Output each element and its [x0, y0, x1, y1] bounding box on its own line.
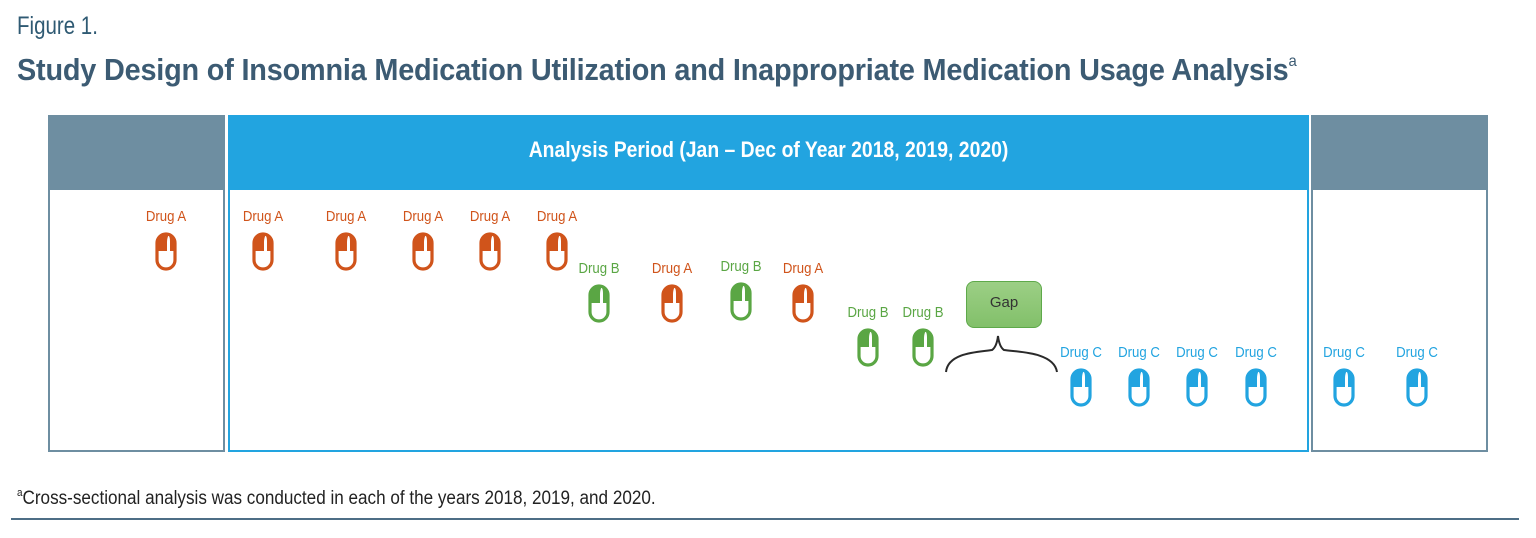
footnote-marker: a [17, 487, 23, 499]
drug-marker-drug-a: Drug A [637, 260, 707, 323]
capsule-icon [455, 232, 525, 271]
capsule-icon [388, 232, 458, 271]
drug-marker-drug-c: Drug C [1046, 344, 1116, 407]
drug-label: Drug A [402, 208, 444, 225]
capsule-icon [522, 232, 592, 271]
footnote: aCross-sectional analysis was conducted … [17, 487, 656, 510]
pre-period-panel [48, 115, 225, 452]
drug-marker-drug-a: Drug A [455, 208, 525, 271]
drug-marker-drug-a: Drug A [388, 208, 458, 271]
capsule-icon [1382, 368, 1452, 407]
drug-marker-drug-a: Drug A [228, 208, 298, 271]
drug-marker-drug-a: Drug A [522, 208, 592, 271]
drug-label: Drug A [782, 260, 824, 277]
drug-label: Drug C [1396, 344, 1438, 361]
capsule-icon [1221, 368, 1291, 407]
capsule-icon [311, 232, 381, 271]
figure-title-text: Study Design of Insomnia Medication Util… [17, 52, 1289, 87]
drug-label: Drug A [651, 260, 693, 277]
capsule-icon [706, 282, 776, 321]
drug-label: Drug A [536, 208, 578, 225]
capsule-icon [1162, 368, 1232, 407]
drug-label: Drug C [1118, 344, 1160, 361]
bottom-rule [11, 518, 1519, 520]
drug-label: Drug A [242, 208, 284, 225]
drug-marker-drug-a: Drug A [311, 208, 381, 271]
drug-marker-drug-c: Drug C [1104, 344, 1174, 407]
curly-brace-icon [945, 335, 1058, 373]
gap-label: Gap [989, 294, 1019, 311]
capsule-icon [888, 328, 958, 367]
drug-label: Drug B [847, 304, 889, 321]
drug-marker-drug-b: Drug B [706, 258, 776, 321]
drug-marker-drug-c: Drug C [1382, 344, 1452, 407]
capsule-icon [637, 284, 707, 323]
analysis-period-header: Analysis Period (Jan – Dec of Year 2018,… [228, 115, 1309, 190]
drug-marker-drug-b: Drug B [833, 304, 903, 367]
drug-label: Drug B [902, 304, 944, 321]
drug-label: Drug B [578, 260, 620, 277]
drug-label: Drug C [1235, 344, 1277, 361]
drug-marker-drug-b: Drug B [888, 304, 958, 367]
capsule-icon [1046, 368, 1116, 407]
post-period-header [1311, 115, 1488, 190]
capsule-icon [131, 232, 201, 271]
drug-label: Drug A [469, 208, 511, 225]
drug-label: Drug A [325, 208, 367, 225]
figure-title: Study Design of Insomnia Medication Util… [17, 52, 1297, 88]
drug-marker-drug-c: Drug C [1309, 344, 1379, 407]
drug-label: Drug C [1060, 344, 1102, 361]
capsule-icon [833, 328, 903, 367]
gap-box: Gap [966, 281, 1042, 328]
capsule-icon [1309, 368, 1379, 407]
analysis-period-title: Analysis Period (Jan – Dec of Year 2018,… [528, 136, 1009, 162]
figure-label: Figure 1. [17, 12, 98, 40]
drug-label: Drug C [1176, 344, 1218, 361]
drug-label: Drug B [720, 258, 762, 275]
drug-label: Drug C [1323, 344, 1365, 361]
pre-period-header [48, 115, 225, 190]
capsule-icon [564, 284, 634, 323]
capsule-icon [768, 284, 838, 323]
drug-marker-drug-b: Drug B [564, 260, 634, 323]
capsule-icon [1104, 368, 1174, 407]
analysis-period-panel: Analysis Period (Jan – Dec of Year 2018,… [228, 115, 1309, 452]
drug-marker-drug-c: Drug C [1162, 344, 1232, 407]
capsule-icon [228, 232, 298, 271]
drug-marker-drug-c: Drug C [1221, 344, 1291, 407]
drug-marker-drug-a: Drug A [768, 260, 838, 323]
drug-marker-drug-a: Drug A [131, 208, 201, 271]
footnote-text: Cross-sectional analysis was conducted i… [22, 488, 656, 509]
drug-label: Drug A [145, 208, 187, 225]
title-footnote-marker: a [1288, 53, 1297, 70]
